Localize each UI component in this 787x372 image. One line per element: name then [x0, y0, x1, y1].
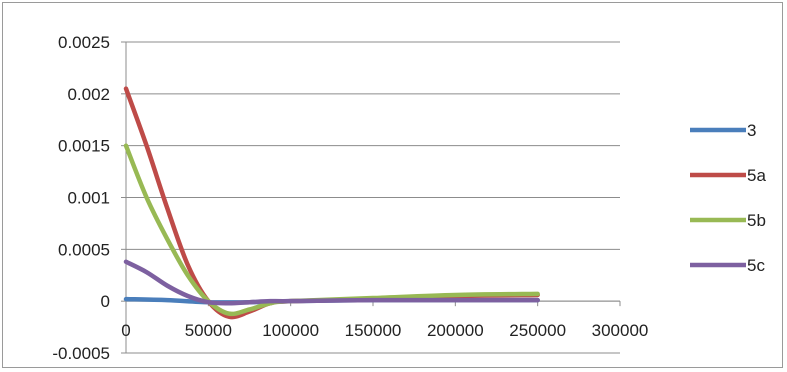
y-tick-label: 0.001: [67, 189, 110, 208]
legend-label-5c: 5c: [747, 256, 765, 275]
x-tick-label: 150000: [345, 321, 402, 340]
legend-label-5a: 5a: [747, 166, 766, 185]
y-tick-label: 0.0015: [58, 137, 110, 156]
y-tick-label: 0.0025: [58, 33, 110, 52]
series-lines: [123, 86, 540, 320]
legend-label-5b: 5b: [747, 211, 766, 230]
chart-frame: [2, 2, 783, 368]
series-line-5c: [123, 259, 540, 306]
y-tick-label: 0.0005: [58, 240, 110, 259]
x-tick-label: 100000: [262, 321, 319, 340]
legend: 3 5a 5b 5c: [690, 121, 766, 275]
y-tick-label: 0: [101, 292, 110, 311]
y-tick-label: 0.002: [67, 85, 110, 104]
y-tick-label: -0.0005: [52, 344, 110, 363]
x-tick-label: 0: [121, 321, 130, 340]
x-tick-label: 50000: [185, 321, 232, 340]
series-line-5a: [123, 86, 540, 320]
x-tick-label: 200000: [427, 321, 484, 340]
x-tick-labels: 0 50000 100000 150000 200000 250000 300000: [121, 321, 648, 340]
x-tick-label: 300000: [592, 321, 649, 340]
y-tick-labels: 0.0025 0.002 0.0015 0.001 0.0005 0 -0.0005: [52, 33, 110, 363]
grid-lines: [126, 41, 620, 354]
x-tick-label: 250000: [509, 321, 566, 340]
legend-label-3: 3: [747, 121, 756, 140]
series-line-5b: [123, 143, 540, 317]
